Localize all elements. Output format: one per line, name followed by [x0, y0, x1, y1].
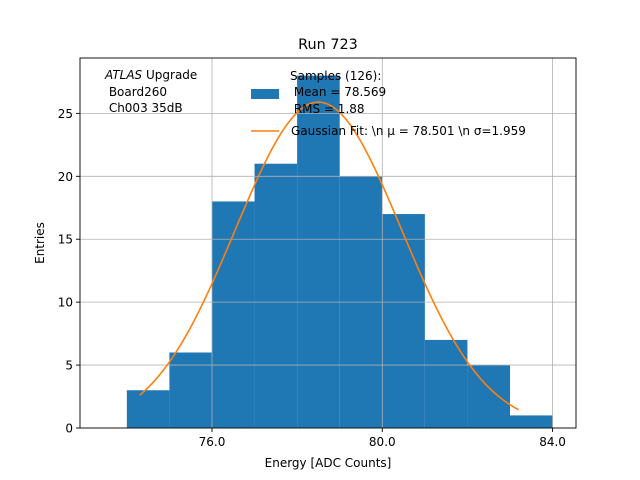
- annotation-atlas-word: ATLAS: [104, 68, 143, 82]
- histogram-bar: [126, 390, 170, 428]
- chart-title: Run 723: [298, 37, 358, 53]
- x-tick-label: 80.0: [369, 435, 396, 449]
- annotation-line-1: ATLAS Upgrade: [104, 68, 197, 82]
- histogram-bar: [424, 339, 468, 428]
- legend-histogram-line-1: Samples (126):: [290, 69, 381, 83]
- y-tick-label: 25: [58, 107, 73, 121]
- legend-histogram-line-3: RMS = 1.88: [290, 102, 365, 116]
- annotation-line-3: Ch003 35dB: [105, 101, 183, 115]
- y-tick-label: 15: [58, 233, 73, 247]
- x-tick-label: 84.0: [539, 435, 566, 449]
- y-tick-label: 0: [65, 422, 73, 436]
- histogram-bar: [382, 214, 425, 428]
- y-tick-label: 20: [58, 170, 73, 184]
- legend-fit-label: Gaussian Fit: \n μ = 78.501 \n σ=1.959: [291, 124, 526, 138]
- y-tick-label: 5: [65, 359, 73, 373]
- legend: Samples (126): Mean = 78.569 RMS = 1.88 …: [251, 69, 526, 138]
- y-axis-label: Entries: [33, 222, 47, 264]
- histogram-bar: [169, 352, 212, 428]
- x-tick-label: 76.0: [199, 435, 226, 449]
- axes-frame: [79, 57, 577, 429]
- axis-ticks: 76.0 80.0 84.0 0 5 10 15 20 25: [58, 107, 566, 449]
- annotation-line-2: Board260: [105, 85, 167, 99]
- atlas-annotation: ATLAS Upgrade Board260 Ch003 35dB: [104, 68, 197, 115]
- legend-histogram-swatch: [251, 89, 279, 99]
- histogram-bar: [467, 365, 511, 428]
- histogram-bar: [297, 75, 340, 428]
- plot-area: 76.0 80.0 84.0 0 5 10 15 20 25: [58, 57, 577, 449]
- annotation-upgrade-word: Upgrade: [142, 68, 197, 82]
- y-tick-label: 10: [58, 296, 73, 310]
- gaussian-fit-curve: [139, 101, 519, 411]
- histogram-bar: [254, 163, 298, 428]
- histogram-bar: [510, 415, 553, 428]
- legend-histogram-line-2: Mean = 78.569: [290, 85, 386, 99]
- x-axis-label: Energy [ADC Counts]: [265, 456, 392, 470]
